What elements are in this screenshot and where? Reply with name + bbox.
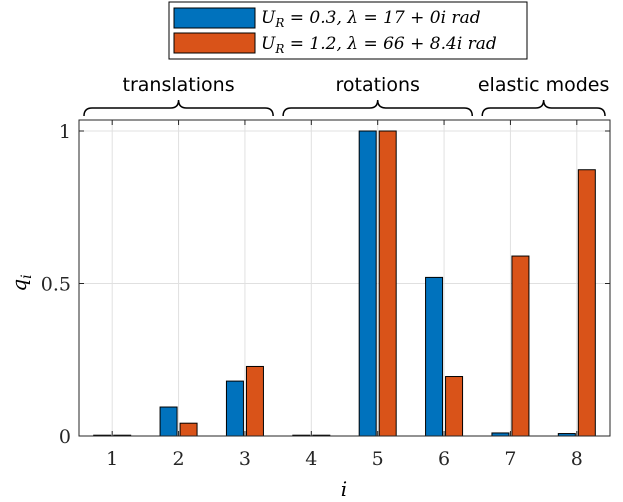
- legend-swatch-series-1: [173, 7, 256, 29]
- x-tick-label: 3: [239, 448, 251, 470]
- x-tick-label: 5: [372, 448, 384, 470]
- x-tick-label: 6: [438, 448, 450, 470]
- x-tick-label: 1: [106, 448, 118, 470]
- group-brace: [481, 99, 606, 117]
- group-label: elastic modes: [478, 74, 610, 96]
- legend-label-series-2: UR = 1.2, λ = 66 + 8.4i rad: [261, 34, 497, 56]
- group-brace: [83, 99, 274, 117]
- y-tick-label: 1: [59, 121, 71, 143]
- bar-series-1-cat-6: [425, 276, 444, 437]
- y-tick-label: 0.5: [41, 274, 71, 296]
- legend-label-series-1: UR = 0.3, λ = 17 + 0i rad: [261, 8, 481, 30]
- y-axis-label: qi: [7, 274, 35, 291]
- legend: UR = 0.3, λ = 17 + 0i rad UR = 1.2, λ = …: [168, 1, 528, 60]
- bar-series-2-cat-2: [179, 422, 198, 437]
- legend-swatch-series-2: [173, 32, 256, 54]
- bar-series-2-cat-6: [445, 376, 464, 437]
- bar-series-2-cat-3: [245, 365, 264, 437]
- group-annotations: translations rotations elastic modes: [83, 74, 610, 117]
- y-tick-label: 0: [59, 426, 71, 448]
- x-axis-label: i: [341, 477, 347, 501]
- group-brace: [282, 99, 473, 117]
- bar-series-1-cat-2: [159, 406, 178, 437]
- x-tick-label: 8: [571, 448, 583, 470]
- group-label: rotations: [335, 74, 419, 96]
- bar-series-2-cat-7: [511, 255, 530, 437]
- bar-series-1-cat-5: [358, 130, 377, 437]
- x-tick-label: 4: [305, 448, 317, 470]
- group-label: translations: [123, 74, 235, 96]
- bar-series-1-cat-3: [225, 380, 244, 437]
- x-tick-label: 7: [504, 448, 516, 470]
- bar-series-2-cat-8: [577, 169, 596, 437]
- x-tick-label: 2: [173, 448, 185, 470]
- grid: [79, 120, 610, 437]
- bar-series-2-cat-5: [378, 130, 397, 437]
- plot-frame: [78, 119, 611, 437]
- axis-ticks: 1 2 3 4 5 6 7 8 0 0.5 1: [41, 120, 610, 470]
